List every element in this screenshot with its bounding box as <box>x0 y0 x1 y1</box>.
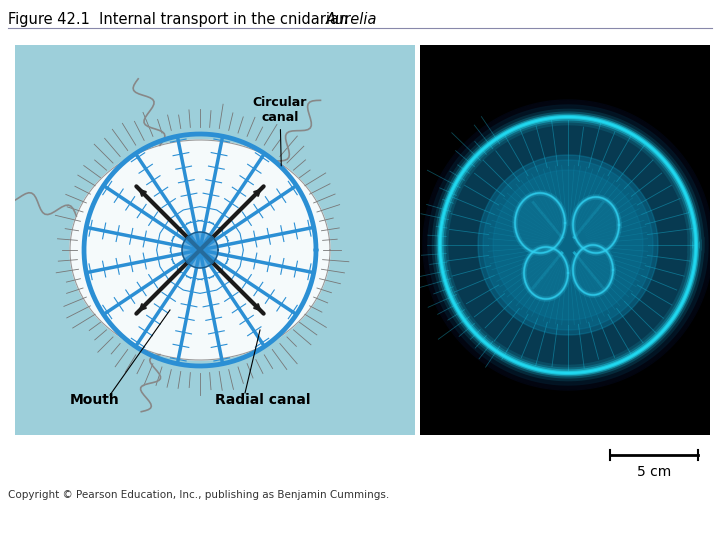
Text: Copyright © Pearson Education, Inc., publishing as Benjamin Cummings.: Copyright © Pearson Education, Inc., pub… <box>8 490 390 500</box>
Text: 5 cm: 5 cm <box>637 465 671 479</box>
Polygon shape <box>182 232 218 268</box>
Polygon shape <box>438 115 698 375</box>
Text: Mouth: Mouth <box>70 393 120 407</box>
Bar <box>15 45 415 435</box>
Text: Radial canal: Radial canal <box>215 393 310 407</box>
Polygon shape <box>443 120 693 370</box>
Text: Circular
canal: Circular canal <box>253 96 307 166</box>
Polygon shape <box>493 170 643 320</box>
Polygon shape <box>478 155 658 335</box>
Polygon shape <box>483 160 653 330</box>
Polygon shape <box>423 100 713 390</box>
Polygon shape <box>70 140 330 360</box>
Bar <box>420 45 710 435</box>
Polygon shape <box>428 105 708 385</box>
Text: Figure 42.1  Internal transport in the cnidarian: Figure 42.1 Internal transport in the cn… <box>8 12 353 27</box>
Polygon shape <box>515 193 565 253</box>
Polygon shape <box>524 247 568 299</box>
Polygon shape <box>573 245 613 295</box>
Polygon shape <box>573 197 619 253</box>
Text: Aurelia: Aurelia <box>326 12 377 27</box>
